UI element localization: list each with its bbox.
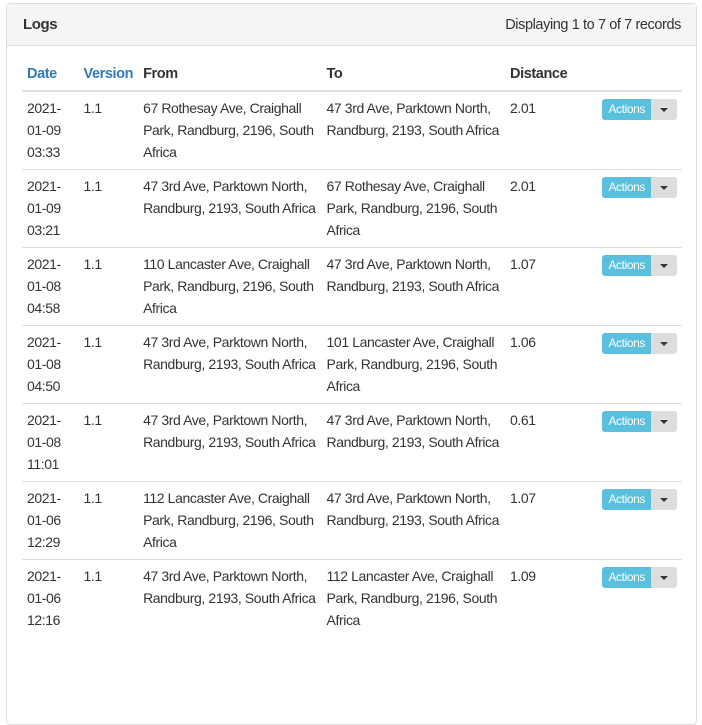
distance-cell: 0.61 bbox=[505, 403, 588, 482]
column-header-version[interactable]: Version bbox=[78, 56, 139, 92]
column-header-from: From bbox=[138, 56, 322, 92]
panel-header: Logs Displaying 1 to 7 of 7 records bbox=[7, 4, 696, 46]
version-cell: 1.1 bbox=[78, 247, 139, 326]
column-header-date[interactable]: Date bbox=[22, 56, 79, 92]
actions-cell: Actions bbox=[587, 247, 682, 326]
actions-button-group: Actions bbox=[602, 177, 677, 198]
to-cell: 47 3rd Ave, Parktown North, Randburg, 21… bbox=[326, 100, 500, 138]
to-cell: 47 3rd Ave, Parktown North, Randburg, 21… bbox=[321, 481, 506, 560]
actions-button[interactable]: Actions bbox=[602, 255, 651, 276]
date-cell: 2021-01-06 12:16 bbox=[22, 559, 79, 637]
actions-button[interactable]: Actions bbox=[602, 177, 651, 198]
to-cell: 47 3rd Ave, Parktown North, Randburg, 21… bbox=[321, 247, 506, 326]
table-row: 2021-01-09 03:21 1.1 47 3rd Ave, Parktown … bbox=[22, 169, 682, 248]
from-cell: 47 3rd Ave, Parktown North, Randburg, 21… bbox=[138, 559, 322, 637]
version-cell: 1.1 bbox=[78, 169, 139, 248]
records-info: Displaying 1 to 7 of 7 records bbox=[505, 16, 681, 33]
actions-cell: Actions bbox=[587, 559, 682, 637]
version-cell: 1.1 bbox=[83, 100, 102, 116]
actions-button[interactable]: Actions bbox=[602, 411, 651, 432]
from-cell: 112 Lancaster Ave, Craighall Park, Randb… bbox=[138, 481, 322, 560]
distance-cell: 1.06 bbox=[505, 325, 588, 404]
caret-down-icon bbox=[660, 497, 668, 502]
table-row: 2021-01-06 12:16 1.1 47 3rd Ave, Parktown … bbox=[22, 559, 682, 637]
version-cell: 1.1 bbox=[78, 403, 139, 482]
caret-down-icon bbox=[660, 419, 668, 424]
caret-down-icon bbox=[660, 107, 668, 112]
actions-button-group: Actions bbox=[602, 255, 677, 276]
table-row: 2021-01-08 04:58 1.1 110 Lancaster Ave, Cr… bbox=[22, 247, 682, 326]
date-cell: 2021-01-09 03:21 bbox=[22, 169, 79, 248]
from-cell: 67 Rothesay Ave, Craighall Park, Randbur… bbox=[143, 100, 314, 160]
distance-cell: 2.01 bbox=[510, 100, 536, 116]
distance-cell: 1.09 bbox=[505, 559, 588, 637]
actions-cell: Actions bbox=[587, 91, 682, 170]
actions-dropdown-toggle[interactable] bbox=[651, 99, 677, 120]
actions-dropdown-toggle[interactable] bbox=[651, 411, 677, 432]
caret-down-icon bbox=[660, 263, 668, 268]
caret-down-icon bbox=[660, 185, 668, 190]
date-cell: 2021-01-08 04:50 bbox=[22, 325, 79, 404]
panel-title: Logs bbox=[23, 16, 58, 33]
actions-dropdown-toggle[interactable] bbox=[651, 567, 677, 588]
actions-cell: Actions bbox=[587, 403, 682, 482]
logs-panel: Logs Displaying 1 to 7 of 7 records Date… bbox=[6, 3, 697, 725]
actions-button[interactable]: Actions bbox=[602, 99, 651, 120]
actions-dropdown-toggle[interactable] bbox=[651, 255, 677, 276]
actions-dropdown-toggle[interactable] bbox=[651, 177, 677, 198]
actions-dropdown-toggle[interactable] bbox=[651, 333, 677, 354]
table-row: 2021-01-08 11:01 1.1 47 3rd Ave, Parktown … bbox=[22, 403, 682, 482]
version-cell: 1.1 bbox=[78, 559, 139, 637]
version-cell: 1.1 bbox=[78, 481, 139, 560]
table-row: 2021-01-06 12:29 1.1 112 Lancaster Ave, Cr… bbox=[22, 481, 682, 560]
distance-cell: 2.01 bbox=[505, 169, 588, 248]
caret-down-icon bbox=[660, 575, 668, 580]
actions-button[interactable]: Actions bbox=[602, 567, 651, 588]
from-cell: 47 3rd Ave, Parktown North, Randburg, 21… bbox=[138, 325, 322, 404]
to-cell: 101 Lancaster Ave, Craighall Park, Randb… bbox=[321, 325, 506, 404]
column-header-actions bbox=[587, 56, 682, 92]
date-cell: 2021-01-08 11:01 bbox=[22, 403, 79, 482]
actions-button[interactable]: Actions bbox=[602, 489, 651, 510]
date-cell: 2021-01-06 12:29 bbox=[22, 481, 79, 560]
actions-button[interactable]: Actions bbox=[602, 333, 651, 354]
to-cell: 112 Lancaster Ave, Craighall Park, Randb… bbox=[321, 559, 506, 637]
actions-button-group: Actions bbox=[602, 99, 677, 120]
logs-table: Date Version From To Distance 2021-01-09… bbox=[22, 56, 682, 637]
date-cell: 2021-01-08 04:58 bbox=[22, 247, 79, 326]
actions-button-group: Actions bbox=[602, 333, 677, 354]
to-cell: 67 Rothesay Ave, Craighall Park, Randbur… bbox=[321, 169, 506, 248]
date-cell: 2021-01-09 03:33 bbox=[27, 100, 61, 160]
actions-button-group: Actions bbox=[602, 411, 677, 432]
actions-cell: Actions bbox=[587, 325, 682, 404]
from-cell: 47 3rd Ave, Parktown North, Randburg, 21… bbox=[138, 169, 322, 248]
actions-button-group: Actions bbox=[602, 567, 677, 588]
version-cell: 1.1 bbox=[78, 325, 139, 404]
column-header-to: To bbox=[321, 56, 506, 92]
actions-button-group: Actions bbox=[602, 489, 677, 510]
actions-cell: Actions bbox=[587, 169, 682, 248]
column-header-distance: Distance bbox=[505, 56, 588, 92]
table-row: 2021-01-09 03:33 1.1 67 Rothesay Ave, Crai… bbox=[22, 91, 682, 170]
from-cell: 47 3rd Ave, Parktown North, Randburg, 21… bbox=[138, 403, 322, 482]
actions-dropdown-toggle[interactable] bbox=[651, 489, 677, 510]
from-cell: 110 Lancaster Ave, Craighall Park, Randb… bbox=[138, 247, 322, 326]
to-cell: 47 3rd Ave, Parktown North, Randburg, 21… bbox=[321, 403, 506, 482]
distance-cell: 1.07 bbox=[505, 247, 588, 326]
distance-cell: 1.07 bbox=[505, 481, 588, 560]
table-row: 2021-01-08 04:50 1.1 47 3rd Ave, Parktown … bbox=[22, 325, 682, 404]
caret-down-icon bbox=[660, 341, 668, 346]
actions-cell: Actions bbox=[587, 481, 682, 560]
